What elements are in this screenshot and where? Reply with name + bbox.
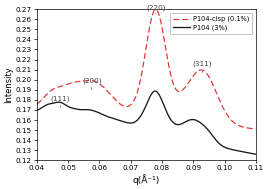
P104-cisp (0.1%) <box>35 103 39 105</box>
Text: (311): (311) <box>193 61 212 73</box>
P104-cisp (0.1%) <box>210 81 213 83</box>
P104-cisp (0.1%) <box>206 74 209 76</box>
P104-cisp (0.1%) <box>154 8 157 11</box>
P104 (3%) <box>58 101 61 103</box>
P104-cisp (0.1%) <box>132 101 135 103</box>
P104 (3%) <box>206 128 209 131</box>
P104 (3%) <box>210 133 213 136</box>
P104-cisp (0.1%) <box>186 83 189 85</box>
Line: P104 (3%): P104 (3%) <box>37 91 256 154</box>
P104-cisp (0.1%) <box>254 128 257 130</box>
Line: P104-cisp (0.1%): P104-cisp (0.1%) <box>37 9 256 129</box>
Legend: P104-cisp (0.1%), P104 (3%): P104-cisp (0.1%), P104 (3%) <box>170 12 252 34</box>
Y-axis label: Intensity: Intensity <box>4 66 13 103</box>
P104 (3%) <box>132 122 135 124</box>
P104-cisp (0.1%) <box>124 105 127 108</box>
P104 (3%) <box>186 120 189 122</box>
Text: (220): (220) <box>146 4 165 14</box>
P104-cisp (0.1%) <box>58 86 61 88</box>
Text: (111): (111) <box>51 96 70 108</box>
P104 (3%) <box>35 109 39 111</box>
Text: (200): (200) <box>82 78 101 90</box>
P104 (3%) <box>254 153 257 155</box>
X-axis label: q(Å⁻¹): q(Å⁻¹) <box>133 174 160 185</box>
P104 (3%) <box>124 121 127 123</box>
P104 (3%) <box>153 90 157 92</box>
